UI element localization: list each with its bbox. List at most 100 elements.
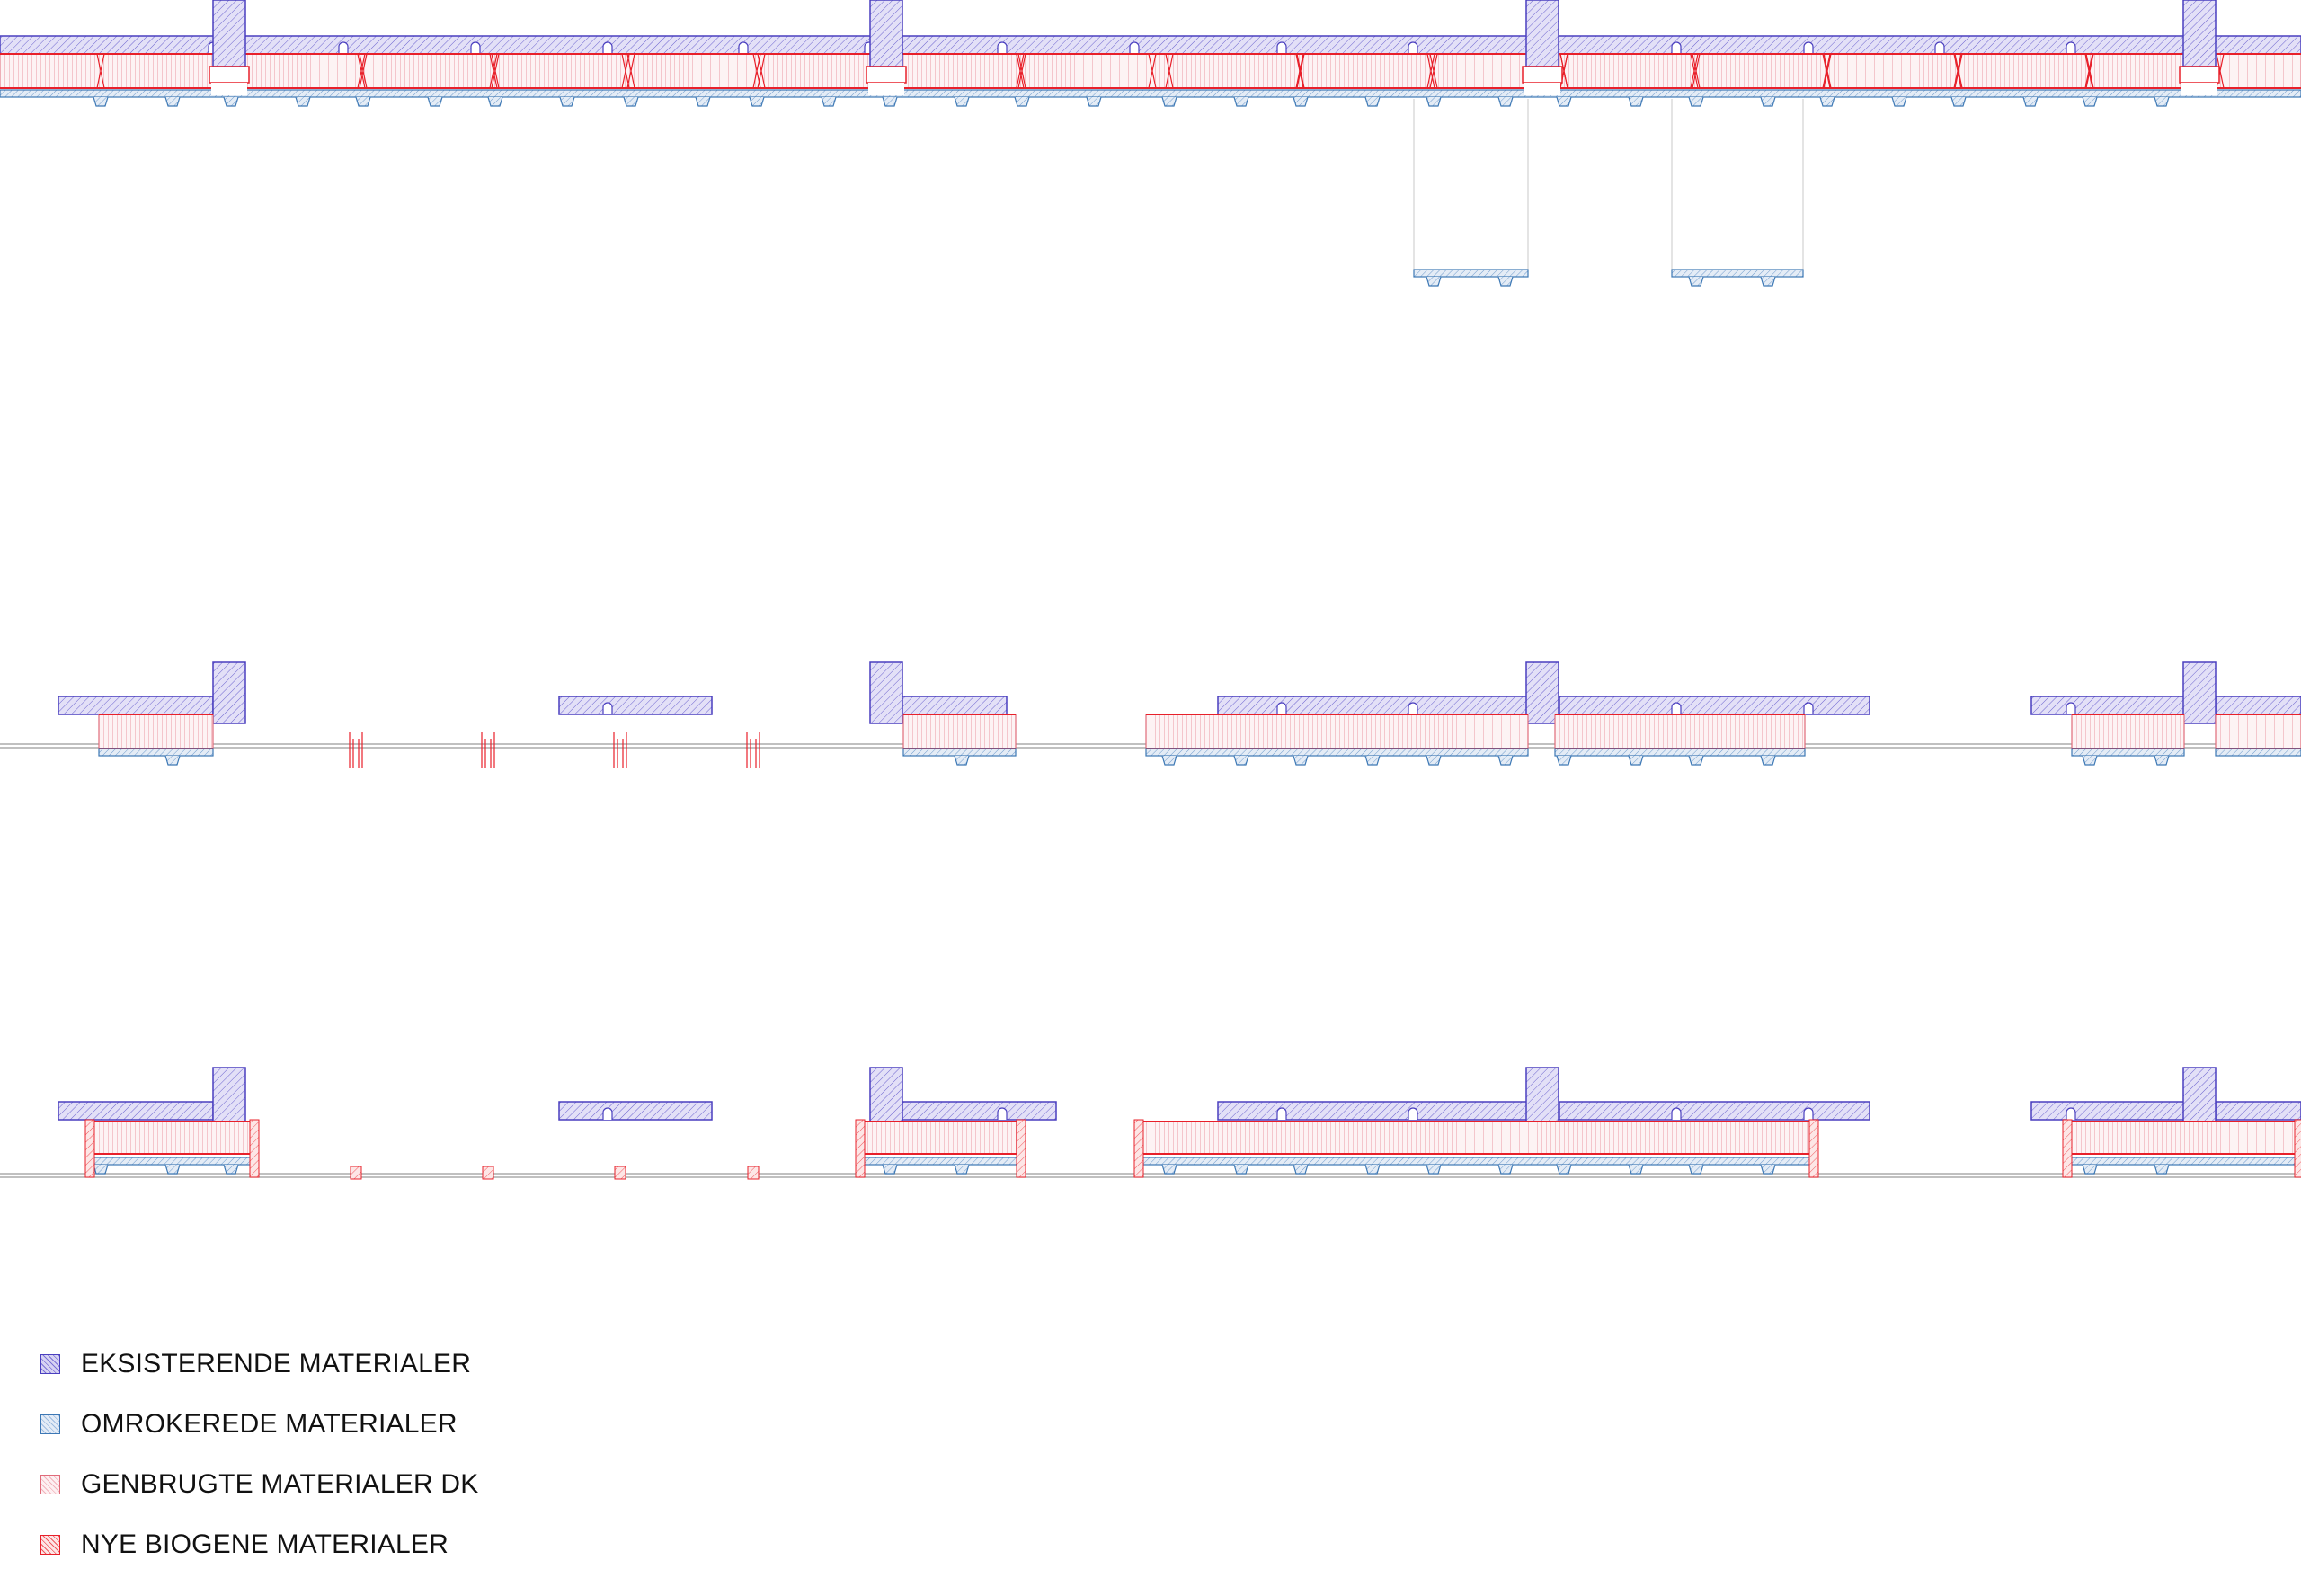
slab-key — [1129, 41, 1140, 54]
existing-slab — [2215, 1101, 2301, 1121]
reused-panel — [1136, 1121, 1817, 1155]
deck-gap — [2181, 83, 2217, 95]
slab-key — [1671, 1107, 1682, 1120]
deck-rib — [1161, 96, 1177, 107]
existing-slab — [901, 696, 1008, 715]
new-biogenic-post — [855, 1119, 866, 1178]
slab-key — [1671, 41, 1682, 54]
deck-rib — [1161, 755, 1177, 766]
legend-item-reused: GENBRUGTE MATERIALER DK — [40, 1454, 478, 1514]
existing-pier — [2182, 661, 2217, 724]
deck-rib — [223, 1164, 239, 1175]
slab-key — [2066, 1107, 2076, 1120]
deck-rib — [1086, 96, 1102, 107]
legend-swatch-reused — [40, 1474, 60, 1494]
new-biogenic-brace — [1690, 53, 1699, 89]
legend-label: EKSISTERENDE MATERIALER — [81, 1348, 472, 1379]
section-rows — [0, 0, 2301, 1180]
slab-key — [338, 41, 349, 54]
slab-key — [1408, 702, 1418, 714]
deck-rib — [623, 96, 639, 107]
new-biogenic-brace — [1017, 53, 1026, 89]
reused-panel — [98, 714, 214, 749]
new-biogenic-brace — [1426, 53, 1435, 89]
legend: EKSISTERENDE MATERIALER OMROKEREDE MATER… — [40, 1334, 478, 1574]
slab-key — [1276, 41, 1287, 54]
new-biogenic-brace — [96, 53, 105, 89]
deck-rib — [2082, 96, 2098, 107]
legend-swatch-relocated — [40, 1414, 60, 1434]
slab-key — [602, 1107, 613, 1120]
existing-slab — [558, 696, 713, 715]
slab-key — [470, 41, 481, 54]
deck-rib — [1233, 1164, 1249, 1175]
deck-rib — [882, 96, 898, 107]
slab-key — [1671, 702, 1682, 714]
new-biogenic-post — [349, 732, 363, 768]
deck-rib — [1760, 96, 1776, 107]
existing-slab — [58, 696, 214, 715]
reused-panel — [857, 1121, 1024, 1155]
deck-rib — [954, 755, 970, 766]
deck-rib — [882, 1164, 898, 1175]
existing-slab — [1217, 1101, 1542, 1121]
deck-rib — [1364, 755, 1381, 766]
deck-rib — [295, 96, 311, 107]
deck-rib — [1760, 276, 1776, 287]
deck-rib — [1497, 755, 1514, 766]
deck-rib — [1688, 96, 1704, 107]
new-biogenic-brace — [1148, 53, 1157, 89]
deck-rib — [1293, 96, 1309, 107]
deck-rib — [355, 96, 371, 107]
slab-key — [1803, 702, 1814, 714]
deck-rib — [1233, 96, 1249, 107]
relocated-deck — [2215, 748, 2301, 757]
relocated-deck — [1671, 269, 1804, 278]
deck-rib — [559, 96, 575, 107]
deck-rib — [954, 96, 970, 107]
deck-rib — [2022, 96, 2039, 107]
new-biogenic-post — [481, 732, 495, 768]
deck-rib — [1233, 755, 1249, 766]
existing-pier — [869, 0, 903, 67]
deck-rib — [2154, 1164, 2170, 1175]
deck-rib — [487, 96, 503, 107]
deck-rib — [1760, 1164, 1776, 1175]
legend-label: OMROKEREDE MATERIALER — [81, 1408, 458, 1439]
relocated-deck — [1413, 269, 1529, 278]
slab-key — [2066, 41, 2076, 54]
new-biogenic-post — [1016, 1119, 1026, 1178]
section-row-3 — [0, 1067, 2301, 1180]
existing-slab — [1217, 696, 1542, 715]
slab-key — [1803, 1107, 1814, 1120]
new-biogenic-brace — [626, 53, 635, 89]
relocated-deck — [2065, 1157, 2301, 1166]
deck-rib — [1688, 755, 1704, 766]
deck-rib — [749, 96, 765, 107]
relocated-deck — [902, 748, 1017, 757]
existing-slab — [1559, 1101, 1870, 1121]
deck-rib — [1293, 1164, 1309, 1175]
new-biogenic-post — [614, 1166, 626, 1180]
new-biogenic-post — [2062, 1119, 2073, 1178]
relocated-deck — [0, 89, 2301, 98]
new-biogenic-brace — [1822, 53, 1831, 89]
deck-rib — [1760, 755, 1776, 766]
slab-key — [997, 1107, 1008, 1120]
slab-key — [1408, 1107, 1418, 1120]
new-biogenic-post — [1808, 1119, 1819, 1178]
deck-rib — [164, 1164, 181, 1175]
deck-rib — [1426, 1164, 1442, 1175]
new-biogenic-brace — [1295, 53, 1304, 89]
existing-pier — [2182, 1067, 2217, 1130]
existing-pier — [869, 1067, 903, 1130]
new-biogenic-joint — [1522, 66, 1563, 84]
new-biogenic-brace — [2084, 53, 2093, 89]
existing-slab — [901, 1101, 1057, 1121]
reused-panel — [1145, 714, 1529, 749]
reused-panel — [0, 53, 2301, 89]
new-biogenic-post — [249, 1119, 260, 1178]
deck-rib — [954, 1164, 970, 1175]
new-biogenic-brace — [621, 53, 630, 89]
existing-slab — [2030, 696, 2185, 715]
